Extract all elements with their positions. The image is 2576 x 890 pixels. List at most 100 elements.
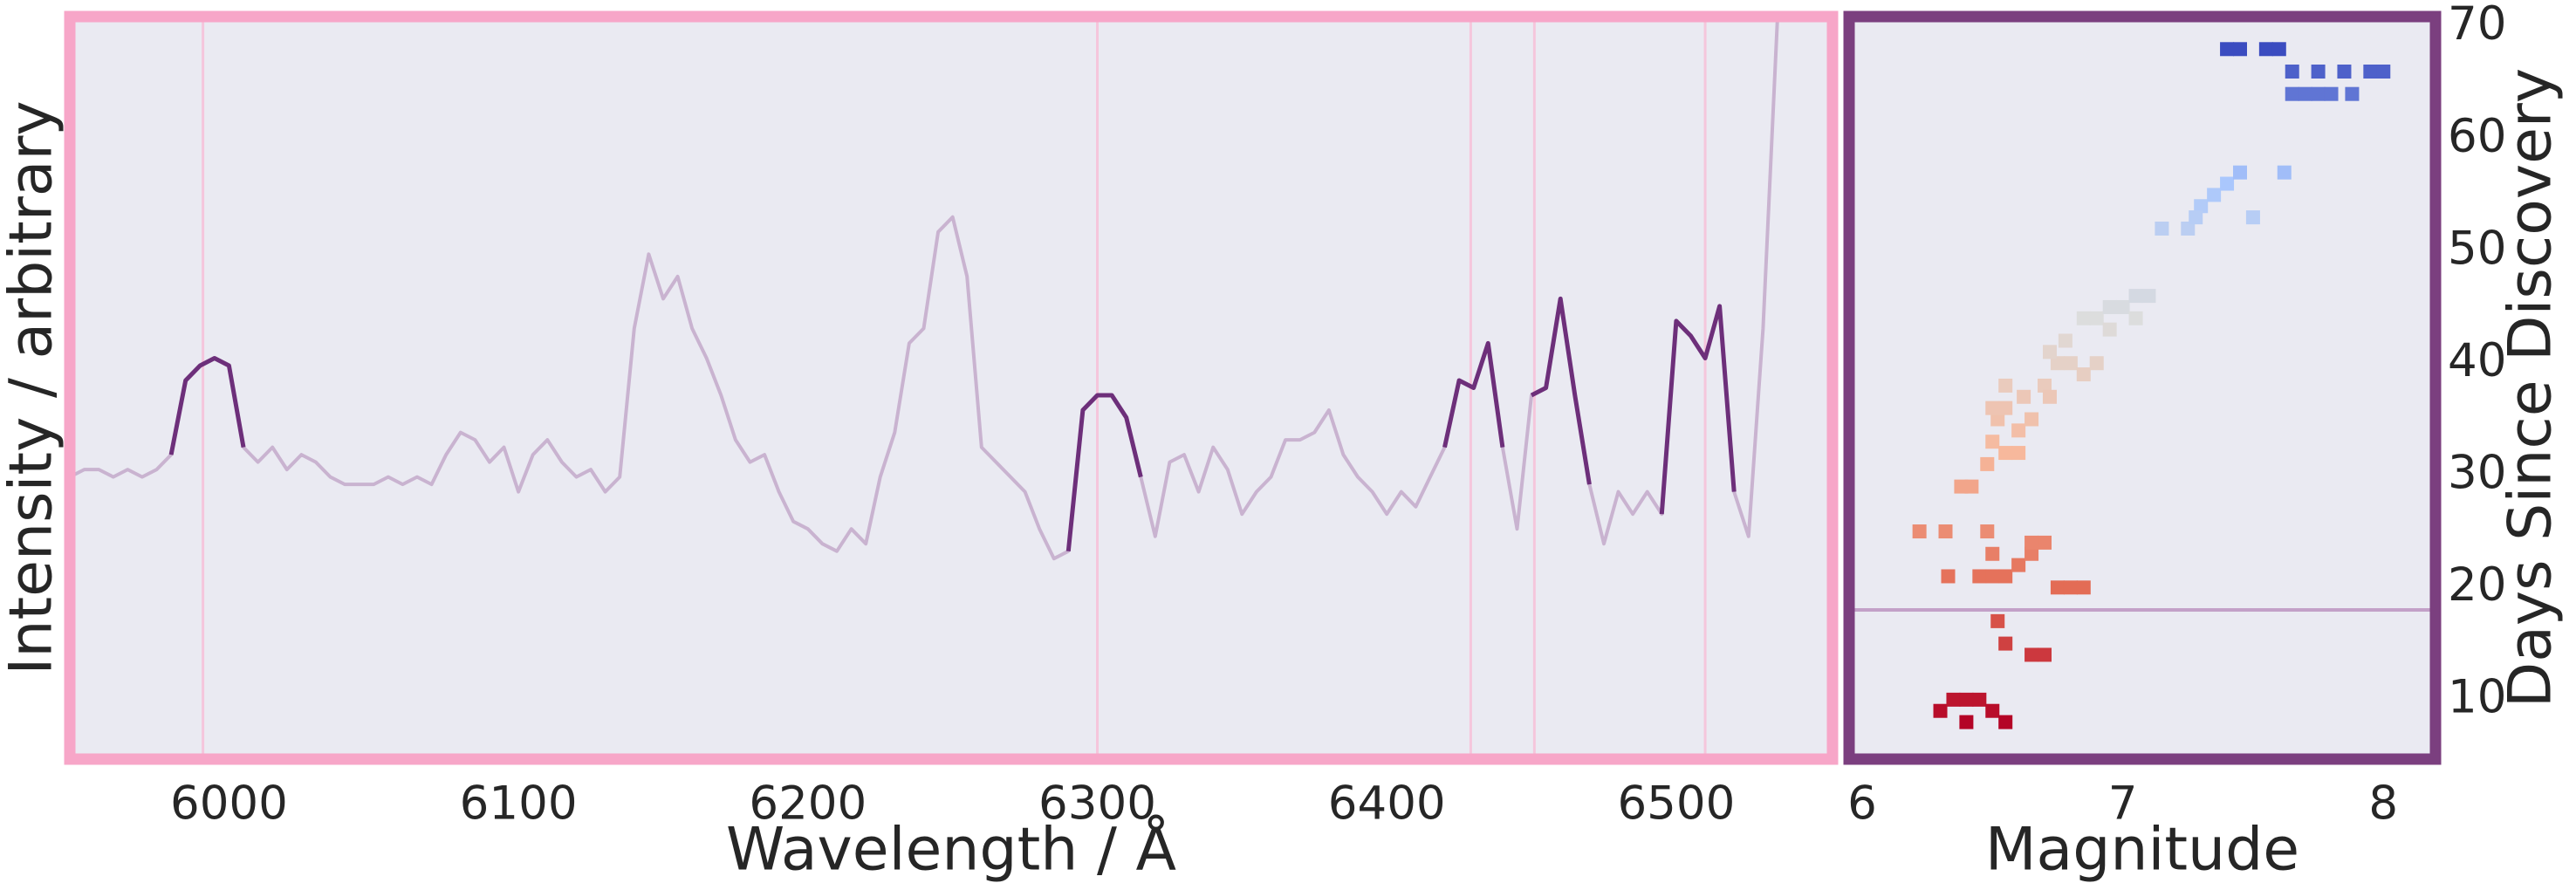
plot: 6 7 8 10 20 30 40 50 60 70 Magnitude Days Since Dis… bbox=[1843, 0, 2566, 885]
scatter-point bbox=[2063, 356, 2078, 371]
scatter-point bbox=[1998, 400, 2013, 415]
scatter-point bbox=[2285, 64, 2299, 79]
scatter-point bbox=[1998, 636, 2013, 651]
scatter-point bbox=[2024, 535, 2039, 550]
scatter-point bbox=[1998, 715, 2013, 729]
scatter-point bbox=[2220, 176, 2235, 191]
x-axis-label: Wavelength / Å bbox=[726, 814, 1176, 885]
scatter-point bbox=[2024, 647, 2039, 662]
scatter-point bbox=[2220, 42, 2235, 57]
scatter-point bbox=[2017, 389, 2031, 404]
plot-area bbox=[70, 17, 1779, 759]
scatter-point bbox=[1959, 715, 1974, 729]
scatter-point bbox=[1985, 703, 2000, 718]
y-tick-label: 60 bbox=[2448, 110, 2506, 163]
scatter-point bbox=[1938, 524, 1953, 539]
scatter-point bbox=[1933, 703, 1948, 718]
scatter-point bbox=[2298, 86, 2312, 101]
spectrum-line bbox=[168, 296, 1737, 551]
scatter-point bbox=[2076, 580, 2091, 595]
x-axis-label: Magnitude bbox=[1985, 816, 2299, 885]
scatter-point bbox=[1959, 692, 1974, 707]
plot-background bbox=[70, 17, 1833, 759]
scatter-point bbox=[2011, 423, 2026, 438]
y-tick-label: 40 bbox=[2448, 334, 2506, 387]
x-tick-label: 6100 bbox=[460, 777, 578, 831]
scatter-point bbox=[1972, 692, 1987, 707]
scatter-point bbox=[2038, 378, 2052, 393]
scatter-point bbox=[2038, 647, 2052, 662]
scatter-point bbox=[2063, 580, 2078, 595]
y-tick-label: 10 bbox=[2448, 671, 2506, 724]
plot-area bbox=[1849, 42, 2436, 729]
scatter-point bbox=[1990, 412, 2005, 427]
scatter-point bbox=[2128, 289, 2143, 304]
plot-frame bbox=[64, 10, 1839, 765]
x-tick-label: 6500 bbox=[1617, 777, 1735, 831]
x-tick-label: 8 bbox=[2368, 777, 2398, 831]
x-tick-label: 6 bbox=[1847, 777, 1877, 831]
scatter-point bbox=[2050, 356, 2065, 371]
scatter-point bbox=[2102, 322, 2117, 337]
y-tick-label: 50 bbox=[2448, 222, 2506, 275]
plot-frame bbox=[1843, 10, 2442, 765]
scatter-point bbox=[1998, 446, 2013, 461]
scatter-point bbox=[1964, 479, 1979, 494]
scatter-point bbox=[2058, 333, 2072, 348]
scatter-point bbox=[2285, 86, 2299, 101]
scatter-point bbox=[2155, 221, 2169, 236]
y-axis-label: Intensity / arbitrary bbox=[0, 100, 66, 674]
scatter-point bbox=[1990, 613, 2005, 628]
scatter-point bbox=[2141, 289, 2156, 304]
scatter-point bbox=[2042, 345, 2057, 359]
y-axis-label: Days Since Discovery bbox=[2497, 68, 2566, 708]
scatter-point bbox=[2024, 412, 2039, 427]
scatter-point bbox=[2233, 42, 2247, 57]
x-tick-label: 6200 bbox=[749, 777, 867, 831]
y-tick-label: 30 bbox=[2448, 446, 2506, 499]
scatter-point bbox=[1980, 524, 1995, 539]
scatter-point bbox=[1980, 456, 1995, 471]
scatter-point bbox=[1912, 524, 1927, 539]
scatter-point bbox=[2207, 188, 2222, 202]
scatter-point bbox=[2337, 64, 2352, 79]
scatter-point bbox=[2277, 165, 2292, 180]
y-tick-label: 70 bbox=[2448, 0, 2506, 51]
plot-background bbox=[1849, 17, 2436, 759]
scatter-point bbox=[2050, 580, 2065, 595]
scatter-point bbox=[2194, 199, 2209, 214]
y-tick-label: 20 bbox=[2448, 558, 2506, 612]
scatter-point bbox=[2311, 86, 2326, 101]
scatter-point bbox=[2271, 42, 2286, 57]
scatter-point bbox=[1985, 400, 2000, 415]
scatter-point bbox=[1998, 569, 2013, 584]
scatter-point bbox=[2042, 389, 2057, 404]
scatter-point bbox=[2011, 446, 2026, 461]
scatter-point bbox=[2038, 535, 2052, 550]
scatter-point bbox=[2089, 356, 2104, 371]
scatter-point bbox=[1985, 569, 2000, 584]
scatter-point bbox=[2376, 64, 2391, 79]
scatter-point bbox=[2258, 42, 2273, 57]
scatter-point bbox=[2324, 86, 2339, 101]
scatter-point bbox=[2089, 311, 2104, 325]
x-tick-label: 6400 bbox=[1328, 777, 1446, 831]
scatter-point bbox=[2181, 221, 2196, 236]
scatter-point bbox=[2076, 367, 2091, 382]
x-tick-label: 6300 bbox=[1038, 777, 1156, 831]
scatter-point bbox=[2311, 64, 2326, 79]
x-tick-label: 6000 bbox=[170, 777, 288, 831]
scatter-point bbox=[1985, 435, 2000, 449]
scatter-point bbox=[1946, 692, 1961, 707]
scatter-point bbox=[2189, 210, 2203, 225]
scatter-point bbox=[1998, 378, 2013, 393]
scatter-point bbox=[2024, 546, 2039, 561]
scatter-point bbox=[2233, 165, 2247, 180]
scatter-point bbox=[2102, 299, 2117, 314]
scatter-point bbox=[2128, 311, 2143, 325]
scatter-point bbox=[2345, 86, 2360, 101]
scatter-point bbox=[2011, 558, 2026, 572]
scatter-point bbox=[1972, 569, 1987, 584]
scatter-point bbox=[2363, 64, 2378, 79]
